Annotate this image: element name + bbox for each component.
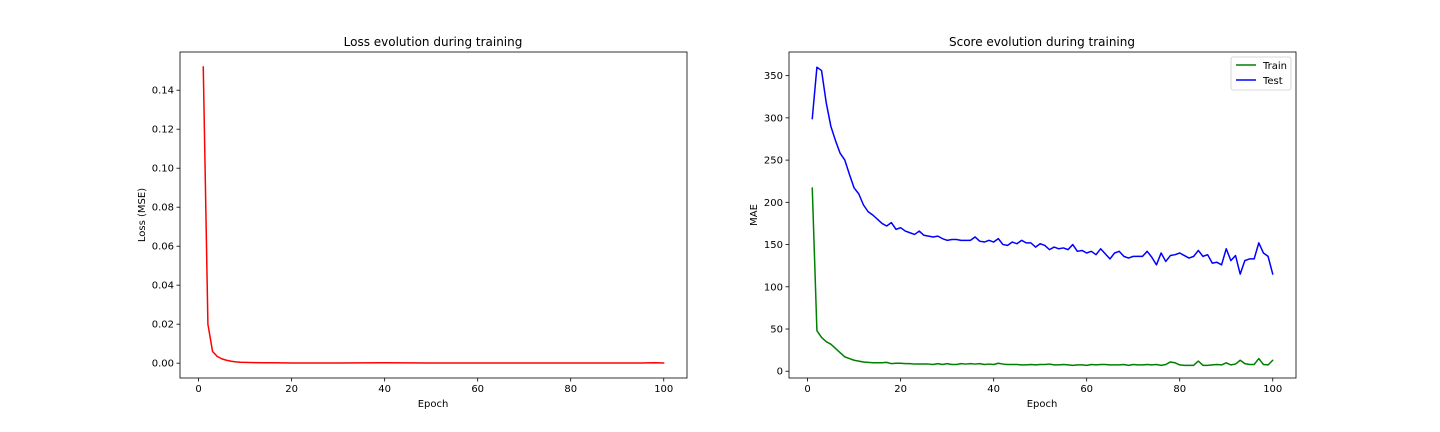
loss-chart-xlabel: Epoch [418,399,449,410]
x-tick-label: 20 [285,384,298,395]
x-tick-label: 20 [894,384,907,395]
y-tick-label: 200 [764,198,783,209]
loss-chart-ylabel: Loss (MSE) [137,188,148,242]
y-tick-label: 50 [770,325,783,336]
score-chart-marks: 0 20 40 60 80 100 0 50 100 150 200 250 300 350 [764,66,1282,395]
y-tick-label: 0 [777,367,783,378]
series-line-train [811,187,1274,367]
y-tick-label: 0.06 [152,242,174,253]
x-tick-label: 100 [1263,384,1282,395]
x-tick-label: 40 [987,384,1000,395]
y-tick-label: 100 [764,282,783,293]
loss-chart: Loss evolution during training Epoch Los… [137,35,688,410]
legend-train-label: Train [1262,61,1287,72]
series-line [202,66,665,364]
x-tick-label: 80 [564,384,577,395]
x-tick-label: 60 [471,384,484,395]
x-tick-label: 80 [1173,384,1186,395]
x-tick-label: 40 [378,384,391,395]
y-tick-label: 0.04 [152,281,174,292]
score-chart-title: Score evolution during training [949,35,1135,49]
x-tick-label: 0 [195,384,201,395]
y-tick-label: 0.14 [152,86,174,97]
y-tick-label: 0.02 [152,320,174,331]
loss-chart-frame [179,51,688,379]
y-tick-label: 350 [764,71,783,82]
y-tick-label: 0.00 [152,359,174,370]
y-tick-label: 250 [764,156,783,167]
x-tick-label: 60 [1080,384,1093,395]
y-tick-label: 150 [764,240,783,251]
score-chart-legend: Train Test [1230,56,1292,91]
score-chart-ylabel: MAE [749,204,760,226]
score-chart-xlabel: Epoch [1027,399,1058,410]
legend-test-label: Test [1262,76,1283,87]
score-chart-frame [788,51,1297,379]
loss-chart-title: Loss evolution during training [344,35,523,49]
y-tick-label: 0.08 [152,203,174,214]
series-line-test [811,66,1274,275]
score-chart: Score evolution during training Epoch MA… [749,35,1297,410]
x-tick-label: 100 [654,384,673,395]
loss-chart-marks: 0 20 40 60 80 100 0.00 0.02 0.04 0.06 0.08 0.10 0.12… [152,66,673,395]
y-tick-label: 0.12 [152,125,174,136]
y-tick-label: 300 [764,113,783,124]
x-tick-label: 0 [804,384,810,395]
y-tick-label: 0.10 [152,164,174,175]
